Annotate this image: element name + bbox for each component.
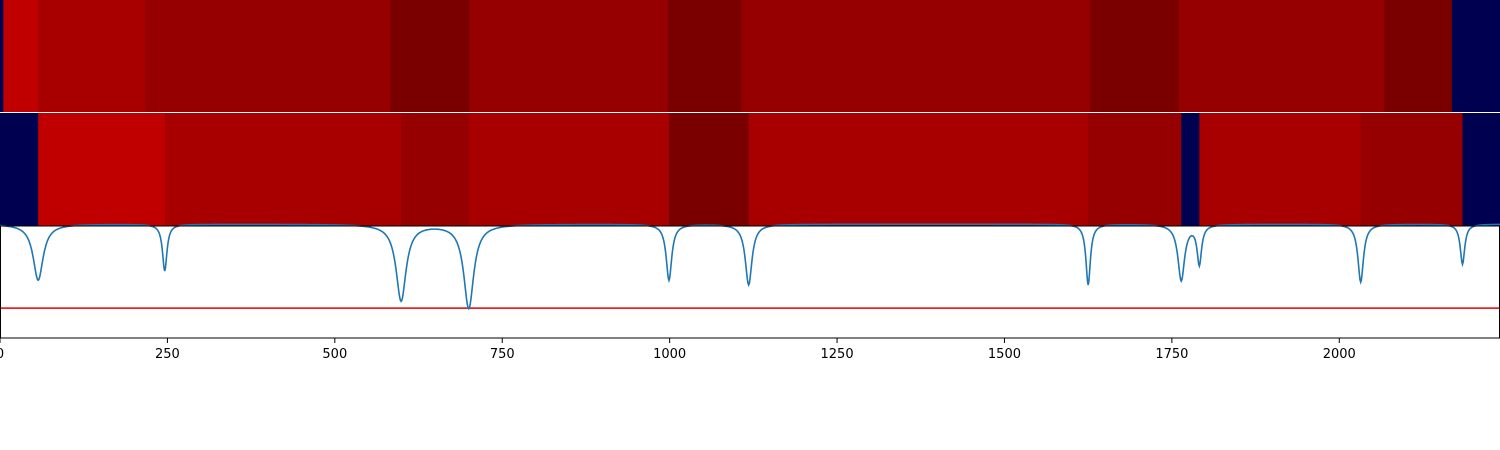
x-tick-label-1000: 1000	[653, 347, 686, 362]
heatmap-cell-top-0	[0, 0, 4, 112]
heatmap-cell-top-3	[145, 0, 391, 112]
heatmap-cell-mid-5	[668, 113, 750, 226]
heatmap-cell-mid-6	[748, 113, 1089, 226]
heatmap-cell-mid-9	[1199, 113, 1362, 226]
heatmap-cell-top-8	[1090, 0, 1180, 112]
x-tick-label-250: 250	[155, 347, 180, 362]
heatmap-cell-mid-7	[1088, 113, 1182, 226]
top-heatmap-strip	[0, 0, 1500, 112]
signal-series-line	[0, 223, 1500, 311]
heatmap-cell-mid-4	[468, 113, 670, 226]
heatmap-cell-top-4	[390, 0, 470, 112]
heatmap-cell-mid-0	[0, 113, 39, 226]
heatmap-cell-top-11	[1451, 0, 1500, 112]
heatmap-cell-mid-2	[164, 113, 402, 226]
x-axis: 0 250 500 750 1000 1250 1500 1750 2000	[0, 338, 1356, 362]
middle-heatmap-strip	[0, 113, 1500, 226]
x-tick-label-1750: 1750	[1155, 347, 1188, 362]
heatmap-cell-top-1	[3, 0, 39, 112]
heatmap-cell-top-6	[667, 0, 742, 112]
x-tick-label-2000: 2000	[1323, 347, 1356, 362]
x-tick-label-750: 750	[490, 347, 515, 362]
x-tick-label-1250: 1250	[821, 347, 854, 362]
heatmap-cell-top-2	[38, 0, 146, 112]
x-tick-label-1500: 1500	[988, 347, 1021, 362]
heatmap-cell-mid-1	[38, 113, 166, 226]
heatmap-cell-mid-10	[1360, 113, 1463, 226]
heatmap-cell-top-9	[1178, 0, 1385, 112]
heatmap-cell-top-5	[469, 0, 669, 112]
x-tick-label-0: 0	[0, 347, 4, 362]
x-tick-label-500: 500	[322, 347, 347, 362]
heatmap-cell-mid-3	[401, 113, 470, 226]
heatmap-cell-top-10	[1384, 0, 1453, 112]
heatmap-cell-mid-8	[1181, 113, 1200, 226]
heatmap-cell-top-7	[741, 0, 1091, 112]
signal-plot	[0, 223, 1500, 339]
heatmap-cell-mid-11	[1462, 113, 1500, 226]
